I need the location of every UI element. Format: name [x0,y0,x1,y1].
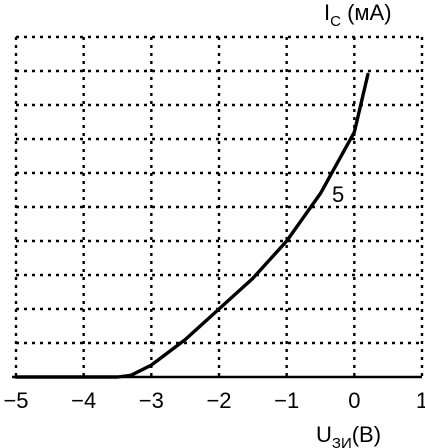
y-axis-label-sub: C [330,13,341,30]
y-tick-label-5: 5 [332,182,344,207]
x-tick-label-0: 0 [348,388,360,413]
grid-lines [14,35,424,377]
x-axis-label-unit: (В) [352,422,381,447]
x-tick-label--1: −1 [274,388,299,413]
x-tick-label--2: −2 [206,388,231,413]
series-line-0 [14,72,370,379]
x-tick-label--4: −4 [71,388,96,413]
y-axis-label-base: I [324,0,330,25]
series-layer [14,72,370,379]
x-axis-label-sub: ЗИ [332,435,352,448]
y-axis-label: IC (мА) [324,0,392,30]
x-tick-label-1: 1 [416,388,425,413]
x-tick-labels: −5 −4 −3 −2 −1 0 1 [3,388,425,413]
x-tick-label--5: −5 [3,388,28,413]
x-tick-label--3: −3 [139,388,164,413]
y-axis-label-unit: (мА) [341,0,392,25]
x-axis-label: UЗИ(В) [316,422,381,448]
x-axis-label-base: U [316,422,332,447]
